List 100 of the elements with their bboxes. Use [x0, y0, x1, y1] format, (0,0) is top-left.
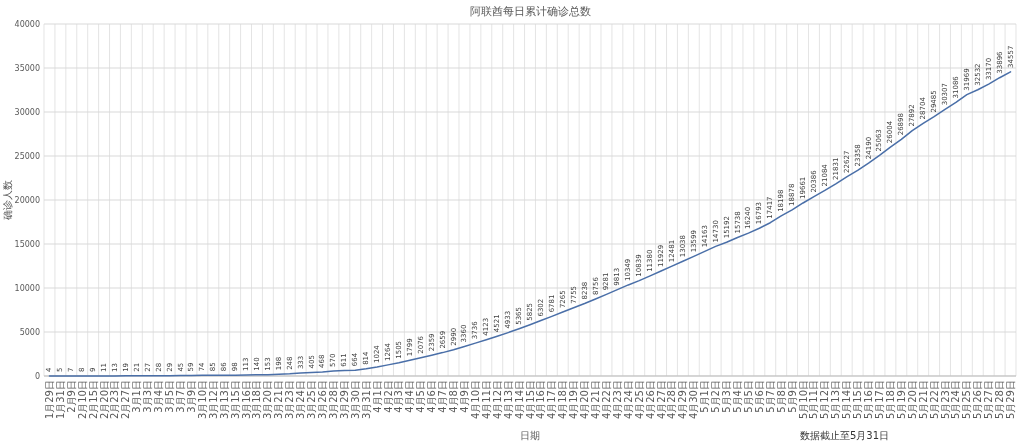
- x-tick-label: 5月24日: [950, 380, 962, 420]
- x-tick-label: 4月18日: [557, 380, 569, 420]
- x-tick-label: 5月3日: [721, 380, 733, 413]
- y-axis-title: 确诊人数: [2, 180, 13, 221]
- x-tick-label: 5月12日: [819, 380, 831, 420]
- x-tick-label: 4月27日: [655, 380, 667, 420]
- x-tick-label: 5月5日: [742, 380, 754, 413]
- x-tick-label: 3月10日: [196, 380, 208, 420]
- y-tick-label: 15000: [14, 240, 40, 249]
- x-tick-label: 2月15日: [87, 380, 99, 420]
- x-tick-label: 2月23日: [109, 380, 121, 420]
- x-tick-label: 4月4日: [404, 380, 416, 413]
- y-tick-label: 25000: [14, 152, 40, 161]
- x-tick-label: 4月8日: [448, 380, 460, 413]
- x-tick-label: 4月17日: [546, 380, 558, 420]
- x-tick-label: 4月5日: [415, 380, 427, 413]
- x-tick-label: 4月20日: [579, 380, 591, 420]
- x-tick-label: 4月26日: [644, 380, 656, 420]
- x-tick-label: 4月2日: [382, 380, 394, 413]
- x-tick-label: 5月6日: [753, 380, 765, 413]
- x-tick-label: 3月1日: [131, 380, 143, 413]
- x-tick-label: 4月21日: [590, 380, 602, 420]
- x-tick-label: 4月3日: [393, 380, 405, 413]
- x-tick-label: 4月19日: [568, 380, 580, 420]
- x-tick-label: 5月14日: [841, 380, 853, 420]
- x-tick-label: 4月9日: [458, 380, 470, 413]
- x-tick-label: 1月31日: [54, 380, 66, 420]
- x-tick-label: 5月21日: [917, 380, 929, 420]
- x-tick-label: 3月9日: [185, 380, 197, 413]
- y-tick-label: 10000: [14, 284, 40, 293]
- x-tick-label: 5月16日: [863, 380, 875, 420]
- x-tick-label: 5月29日: [1005, 380, 1017, 420]
- x-tick-label: 4月22日: [600, 380, 612, 420]
- text: 数据截止至5月31日: [800, 430, 890, 441]
- x-tick-label: 5月4日: [732, 380, 744, 413]
- x-tick-label: 5月9日: [786, 380, 798, 413]
- x-tick-label: 5月1日: [699, 380, 711, 413]
- x-tick-label: 3月5日: [164, 380, 176, 413]
- x-tick-label: 3月15日: [229, 380, 241, 420]
- x-tick-label: 3月4日: [153, 380, 165, 413]
- x-tick-label: 3月21日: [273, 380, 285, 420]
- x-tick-label: 4月30日: [688, 380, 700, 420]
- x-tick-label: 5月18日: [884, 380, 896, 420]
- x-tick-label: 3月16日: [240, 380, 252, 420]
- x-tick-label: 1月29日: [43, 380, 55, 420]
- x-tick-label: 5月10日: [797, 380, 809, 420]
- x-tick-label: 5月27日: [983, 380, 995, 420]
- x-tick-label: 5月20日: [906, 380, 918, 420]
- x-axis-title: 日期: [520, 430, 540, 441]
- x-tick-label: 5月17日: [873, 380, 885, 420]
- x-tick-label: 4月7日: [437, 380, 449, 413]
- x-tick-label: 5月13日: [830, 380, 842, 420]
- x-tick-label: 3月13日: [218, 380, 230, 420]
- chart-title: 阿联酋每日累计确诊总数: [469, 5, 591, 18]
- x-tick-label: 3月25日: [306, 380, 318, 420]
- x-tick-label: 4月1日: [371, 380, 383, 413]
- x-tick-label: 3月18日: [251, 380, 263, 420]
- x-tick-label: 3月7日: [175, 380, 187, 413]
- x-tick-label: 5月19日: [895, 380, 907, 420]
- x-tick-label: 4月11日: [480, 380, 492, 420]
- x-tick-label: 3月24日: [295, 380, 307, 420]
- x-tick-label: 5月26日: [972, 380, 984, 420]
- x-tick-label: 4月24日: [622, 380, 634, 420]
- x-tick-label: 4月29日: [677, 380, 689, 420]
- x-tick-label: 2月9日: [65, 380, 77, 413]
- x-tick-label: 3月31日: [360, 380, 372, 420]
- x-tick-label: 3月28日: [327, 380, 339, 420]
- y-tick-label: 30000: [14, 108, 40, 117]
- y-tick-label: 40000: [14, 20, 40, 29]
- x-tick-label: 5月15日: [852, 380, 864, 420]
- x-tick-label: 3月26日: [316, 380, 328, 420]
- x-tick-label: 5月23日: [939, 380, 951, 420]
- x-tick-label: 2月20日: [98, 380, 110, 420]
- x-tick-label: 5月22日: [928, 380, 940, 420]
- x-tick-label: 5月2日: [710, 380, 722, 413]
- y-tick-label: 35000: [14, 64, 40, 73]
- x-tick-label: 5月11日: [808, 380, 820, 420]
- x-tick-label: 4月12日: [491, 380, 503, 420]
- y-tick-label: 0: [34, 372, 40, 381]
- y-tick-label: 20000: [14, 196, 40, 205]
- x-tick-label: 5月7日: [764, 380, 776, 413]
- x-tick-label: 4月14日: [513, 380, 525, 420]
- x-tick-label: 3月23日: [284, 380, 296, 420]
- x-tick-label: 4月6日: [426, 380, 438, 413]
- x-tick-label: 4月23日: [611, 380, 623, 420]
- x-tick-label: 3月20日: [262, 380, 274, 420]
- x-tick-label: 2月10日: [76, 380, 88, 420]
- x-tick-label: 5月28日: [994, 380, 1006, 420]
- x-tick-label: 4月10日: [469, 380, 481, 420]
- x-tick-label: 4月28日: [666, 380, 678, 420]
- x-tick-label: 2月27日: [120, 380, 132, 420]
- x-tick-label: 4月25日: [633, 380, 645, 420]
- x-tick-label: 3月3日: [142, 380, 154, 413]
- x-tick-label: 4月13日: [502, 380, 514, 420]
- x-tick-label: 5月25日: [961, 380, 973, 420]
- y-tick-label: 5000: [19, 328, 40, 337]
- x-tick-label: 4月15日: [524, 380, 536, 420]
- x-tick-label: 5月8日: [775, 380, 787, 413]
- x-tick-label: 3月29日: [338, 380, 350, 420]
- x-tick-label: 4月16日: [535, 380, 547, 420]
